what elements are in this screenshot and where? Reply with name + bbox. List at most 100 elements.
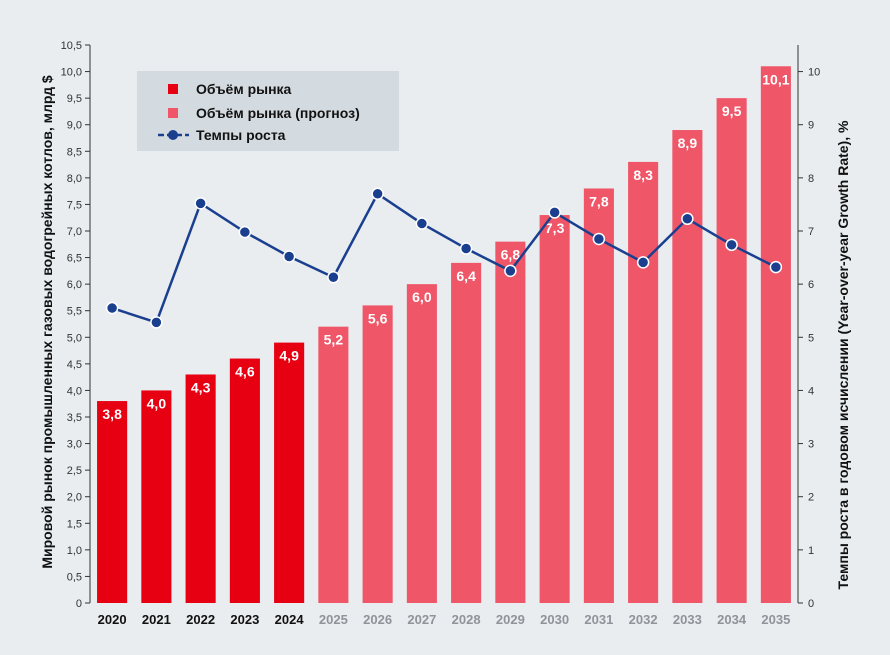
x-tick-label: 2034 (717, 612, 747, 627)
bar-actual (274, 342, 305, 603)
y-left-tick-label: 2,5 (67, 465, 82, 477)
bar-forecast (583, 188, 614, 603)
legend-item-forecast: Объём рынка (прогноз) (168, 105, 360, 121)
bar-value-label: 4,0 (147, 395, 167, 411)
growth-rate-point (769, 260, 783, 274)
y-axis-left-title: Мировой рынок промышленных газовых водог… (39, 75, 55, 569)
y-right-tick-label: 7 (808, 226, 814, 238)
bar-forecast (628, 161, 659, 603)
y-axis-left: 0 0,5 1,0 1,5 2,0 2,5 3,0 3,5 4,0 4,5 5,0 5,5 6,0 6,5… (61, 40, 91, 610)
bar-value-label: 4,3 (191, 379, 211, 395)
bar-value-label: 8,9 (678, 135, 698, 151)
y-left-tick-label: 9,5 (67, 93, 82, 105)
legend-swatch-forecast (168, 108, 178, 118)
y-right-tick-label: 1 (808, 545, 814, 557)
growth-rate-line (111, 192, 777, 324)
x-tick-label: 2035 (761, 612, 790, 627)
x-tick-label: 2024 (275, 612, 305, 627)
x-tick-label: 2033 (673, 612, 702, 627)
bar-value-label: 6,4 (456, 268, 476, 284)
y-left-tick-label: 5,5 (67, 306, 82, 318)
y-left-tick-label: 3,0 (67, 439, 82, 451)
bar-value-label: 7,3 (545, 220, 565, 236)
bar-forecast (760, 66, 791, 603)
x-tick-label: 2032 (629, 612, 658, 627)
bar-forecast (451, 262, 482, 603)
legend-label-forecast: Объём рынка (прогноз) (196, 105, 360, 121)
bar-value-label: 5,6 (368, 310, 388, 326)
growth-rate-point (636, 256, 650, 269)
y-left-tick-label: 4,5 (67, 359, 82, 371)
legend-background (137, 71, 399, 151)
y-axis-right-title: Темпы роста в годовом исчислении (Year-o… (835, 120, 851, 589)
y-left-tick-label: 0,5 (67, 571, 82, 583)
bar-actual (185, 374, 216, 603)
y-left-tick-label: 1,0 (67, 545, 82, 557)
bar-value-label: 9,5 (722, 103, 742, 119)
growth-rate-point (415, 217, 429, 230)
y-left-tick-label: 0 (76, 598, 82, 610)
bar-actual (97, 401, 128, 603)
x-tick-label: 2028 (452, 612, 481, 627)
y-left-tick-label: 9,0 (67, 120, 82, 132)
growth-rate-point (459, 242, 473, 255)
bar-value-label: 3,8 (102, 406, 122, 422)
y-left-tick-label: 5,0 (67, 332, 82, 344)
x-tick-label: 2026 (363, 612, 392, 627)
legend-marker-growth (168, 130, 178, 140)
growth-rate-point (592, 232, 606, 246)
legend-swatch-actual (168, 84, 178, 94)
bar-value-label: 4,6 (235, 364, 255, 380)
y-right-tick-label: 3 (808, 439, 814, 451)
bar-forecast (318, 326, 349, 603)
y-left-tick-label: 6,0 (67, 279, 82, 291)
y-left-tick-label: 4,0 (67, 385, 82, 397)
bar-actual (141, 390, 172, 603)
legend-item-actual: Объём рынка (168, 81, 292, 97)
y-left-tick-label: 10,5 (61, 40, 82, 52)
x-tick-label: 2022 (186, 612, 215, 627)
legend-label-actual: Объём рынка (196, 81, 292, 97)
growth-rate-point (150, 316, 163, 329)
growth-rate-point (327, 270, 340, 284)
bar-forecast (672, 130, 703, 603)
x-tick-label: 2023 (230, 612, 259, 627)
legend-label-growth: Темпы роста (196, 127, 286, 143)
bar-actual (229, 358, 260, 603)
y-right-tick-label: 10 (808, 67, 820, 79)
y-right-tick-label: 6 (808, 279, 814, 291)
growth-rate-point (282, 250, 296, 263)
x-tick-label: 2030 (540, 612, 569, 627)
growth-rate-point (504, 264, 517, 278)
x-tick-label: 2020 (98, 612, 127, 627)
growth-rate-point (681, 212, 694, 226)
y-left-tick-label: 8,5 (67, 146, 82, 158)
y-left-tick-label: 2,0 (67, 492, 82, 504)
growth-rate-point (238, 225, 252, 239)
y-left-tick-label: 6,5 (67, 253, 82, 265)
bar-value-label: 8,3 (633, 167, 653, 183)
y-axis-right: 0 1 2 3 4 5 6 7 8 9 10 (797, 45, 820, 610)
legend-item-growth: Темпы роста (158, 127, 286, 143)
y-left-tick-label: 3,5 (67, 412, 82, 424)
y-left-tick-label: 7,5 (67, 199, 82, 211)
y-left-tick-label: 1,5 (67, 518, 82, 530)
bar-forecast (539, 215, 570, 604)
growth-rate-point (105, 301, 119, 315)
bar-value-label: 5,2 (324, 332, 344, 348)
y-right-tick-label: 5 (808, 332, 814, 344)
y-right-tick-label: 2 (808, 492, 814, 504)
x-tick-label: 2027 (407, 612, 436, 627)
bar-forecast (495, 241, 526, 603)
y-left-tick-label: 10,0 (61, 67, 82, 79)
growth-rate-point (194, 197, 207, 210)
x-tick-label: 2029 (496, 612, 525, 627)
y-right-tick-label: 0 (808, 598, 814, 610)
y-left-tick-label: 8,0 (67, 173, 82, 185)
x-tick-label: 2025 (319, 612, 348, 627)
growth-rate-point (371, 187, 384, 201)
growth-rate-point (548, 206, 561, 219)
y-right-tick-label: 9 (808, 120, 814, 132)
